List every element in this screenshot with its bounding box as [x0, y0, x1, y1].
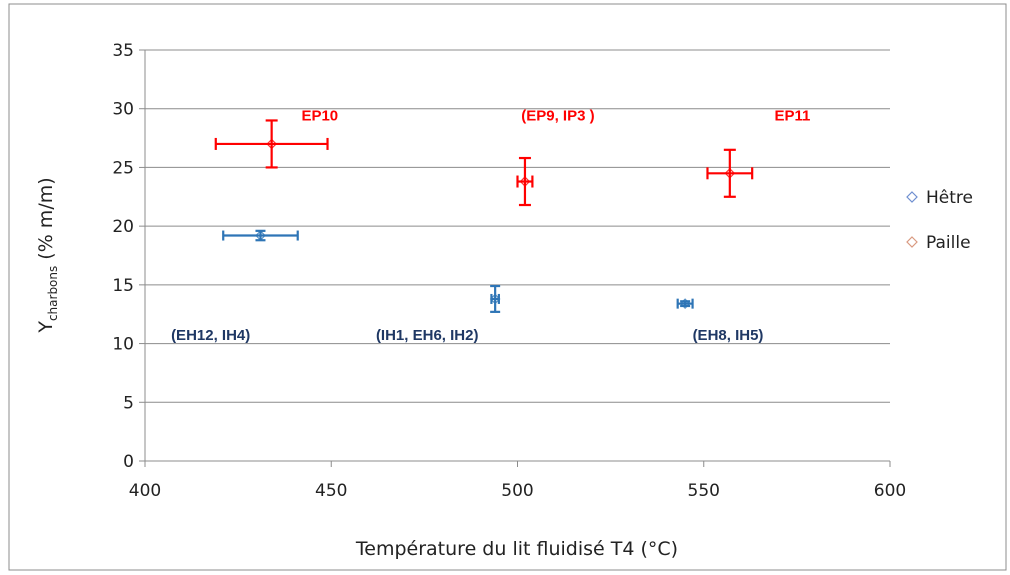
y-tick-label: 0 — [123, 452, 134, 472]
y-tick-label: 35 — [112, 41, 134, 61]
y-tick-label: 25 — [112, 158, 134, 178]
x-tick-label: 450 — [315, 481, 347, 501]
annotations: EP10 (EP9, IP3 ) EP11 (EH12, IH4) (IH1, EH6,… — [171, 107, 810, 344]
data-point — [222, 229, 299, 242]
x-axis-title: Température du lit fluidisé T4 (°C) — [355, 538, 678, 560]
y-tick-label: 30 — [112, 100, 134, 120]
annotation-label: EP11 — [775, 107, 811, 124]
y-tick-label: 10 — [112, 335, 134, 355]
data-point — [706, 148, 754, 198]
annotation-label: (EH12, IH4) — [171, 327, 250, 344]
data-point — [489, 284, 501, 313]
axes — [139, 49, 891, 467]
x-tick-label: 600 — [874, 481, 906, 501]
data-point — [676, 298, 694, 309]
annotation-label: (EP9, IP3 ) — [521, 107, 594, 124]
x-tick-label: 500 — [501, 481, 533, 501]
x-tick-label: 550 — [688, 481, 720, 501]
diamond-marker — [519, 176, 531, 187]
y-axis-title-sub: charbons — [46, 266, 60, 321]
tick-labels: 0 5 10 15 20 25 30 35 400 450 500 550 600 — [112, 41, 906, 501]
diamond-marker — [724, 167, 736, 179]
annotation-label: EP10 — [301, 107, 338, 124]
legend: Hêtre Paille — [906, 188, 973, 253]
y-axis-title-main: Y — [35, 321, 57, 334]
data-points — [214, 119, 754, 313]
annotation-label: (EH8, IH5) — [693, 327, 764, 344]
diamond-marker — [489, 293, 501, 305]
diamond-marker — [266, 138, 277, 150]
legend-marker — [906, 191, 918, 203]
y-tick-label: 15 — [112, 276, 134, 296]
legend-label: Paille — [926, 233, 971, 253]
y-axis-title-unit: (% m/m) — [35, 177, 57, 265]
diamond-marker — [679, 298, 691, 309]
x-tick-label: 400 — [129, 481, 161, 501]
chart-frame — [8, 3, 1007, 571]
y-axis-title: Ycharbons (% m/m) — [35, 177, 60, 333]
y-tick-label: 20 — [112, 217, 134, 237]
annotation-label: (IH1, EH6, IH2) — [376, 327, 479, 344]
data-point — [516, 156, 534, 207]
data-point — [214, 119, 329, 169]
legend-label: Hêtre — [926, 188, 973, 208]
diamond-marker — [255, 230, 266, 241]
y-tick-label: 5 — [123, 393, 134, 413]
legend-marker — [906, 236, 918, 248]
